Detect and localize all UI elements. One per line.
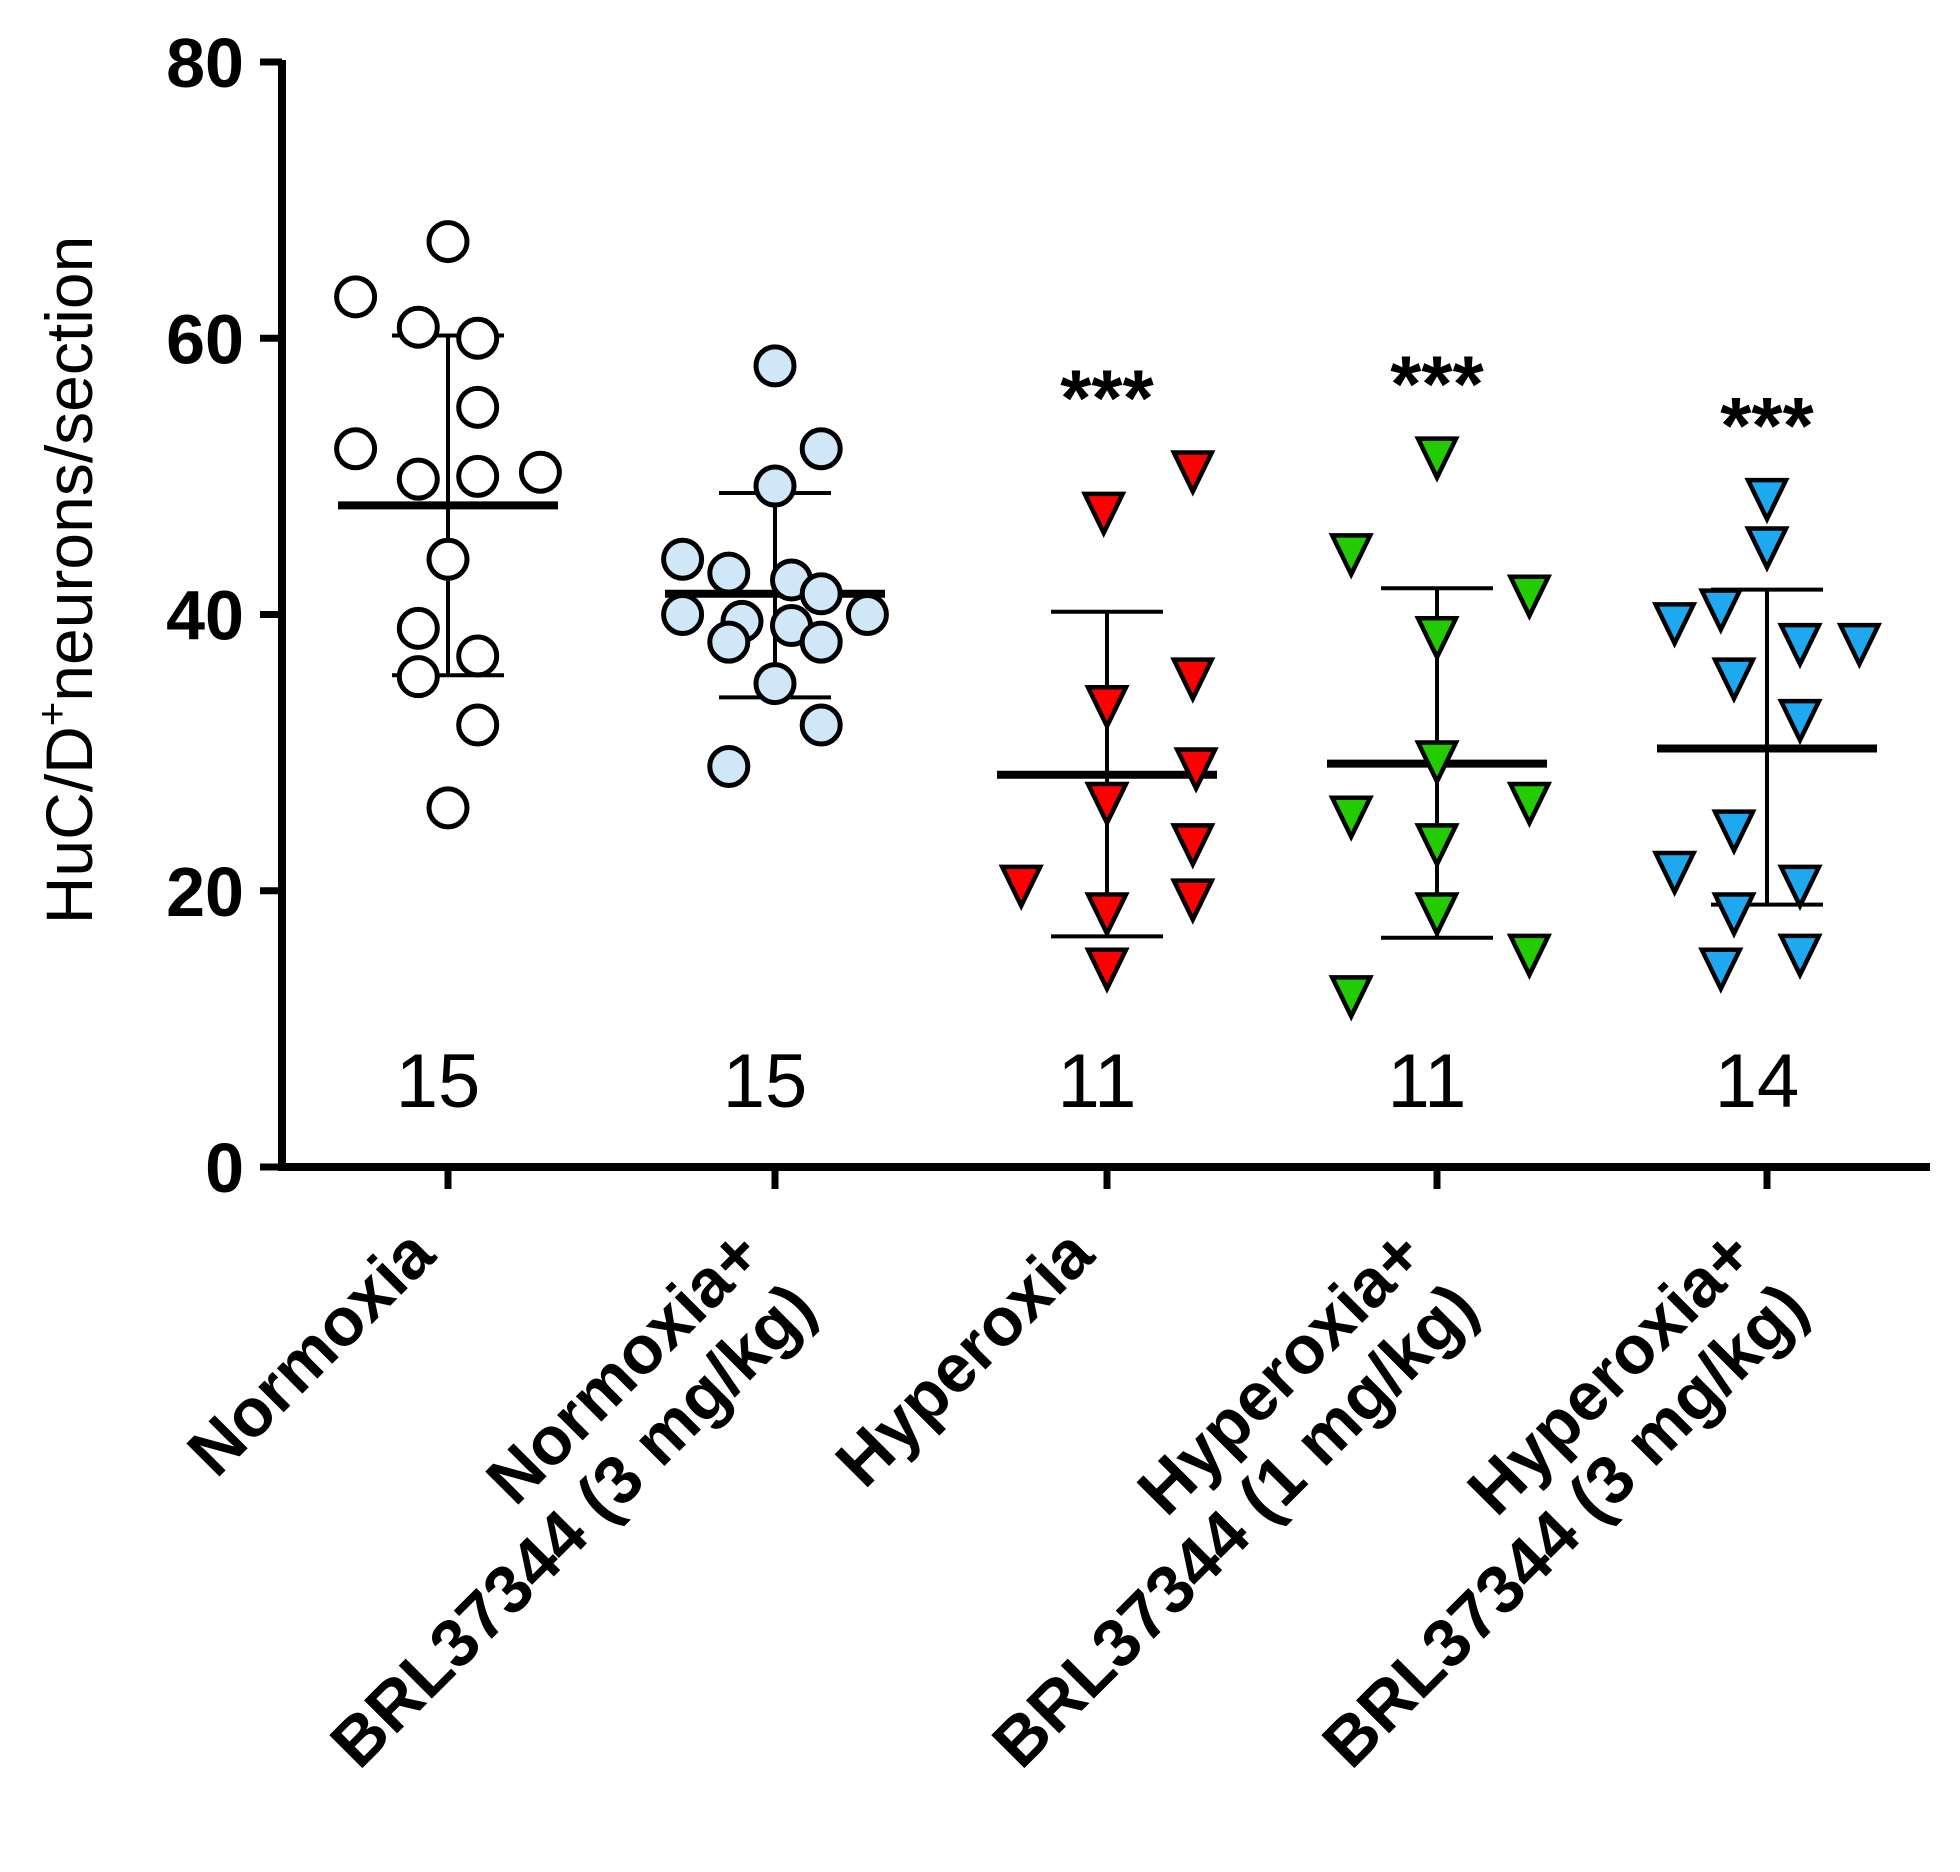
data-point xyxy=(456,385,500,429)
data-point xyxy=(1414,892,1460,939)
x-axis xyxy=(278,1163,1930,1189)
y-tick-label: 20 xyxy=(166,853,244,931)
data-point xyxy=(707,551,751,595)
data-point xyxy=(1777,622,1823,670)
data-point xyxy=(426,786,470,830)
y-tick-label: 80 xyxy=(166,24,244,102)
data-point xyxy=(456,634,500,678)
category-label: Normoxia xyxy=(173,1214,449,1490)
data-point xyxy=(1698,588,1744,635)
data-point xyxy=(396,655,440,699)
data-point xyxy=(1084,892,1130,939)
data-point xyxy=(1777,933,1823,981)
data-point xyxy=(1414,436,1460,483)
data-point xyxy=(1506,933,1552,981)
significance-label: *** xyxy=(1720,381,1814,470)
data-point xyxy=(707,744,751,788)
n-label: 15 xyxy=(396,1039,481,1124)
data-point xyxy=(334,275,378,319)
data-point xyxy=(1170,657,1216,704)
data-point xyxy=(1744,526,1790,573)
category-label: BRL37344 (3 mg/kg) xyxy=(316,1269,829,1782)
y-axis-title-rest: neurons/section xyxy=(32,236,106,702)
data-point xyxy=(426,537,470,581)
data-point xyxy=(1081,491,1127,539)
data-point xyxy=(799,620,843,664)
data-point xyxy=(799,427,843,471)
y-axis: 0 20 40 60 80 xyxy=(166,24,286,1207)
data-point xyxy=(1506,781,1552,829)
data-point xyxy=(1414,823,1460,870)
data-point xyxy=(1698,947,1744,994)
n-label: 14 xyxy=(1715,1039,1800,1124)
data-point xyxy=(456,316,500,360)
data-point xyxy=(456,703,500,747)
data-points xyxy=(334,220,1882,1022)
data-point xyxy=(1173,747,1219,794)
data-point xyxy=(753,464,797,508)
data-point xyxy=(396,305,440,349)
data-point xyxy=(396,606,440,650)
data-point xyxy=(1084,781,1130,829)
data-point xyxy=(661,537,705,581)
data-point xyxy=(707,620,751,664)
data-point xyxy=(753,344,797,388)
data-point xyxy=(753,662,797,706)
data-point xyxy=(334,427,378,471)
data-point xyxy=(396,457,440,501)
y-axis-title: HuC/D+neurons/section xyxy=(28,236,106,925)
data-point xyxy=(1414,615,1460,663)
y-tick-label: 0 xyxy=(205,1129,244,1207)
data-point xyxy=(1170,878,1216,925)
data-point xyxy=(426,220,470,264)
n-label: 15 xyxy=(723,1039,808,1124)
data-point xyxy=(1170,823,1216,870)
data-point xyxy=(1084,947,1130,994)
data-point xyxy=(1711,657,1757,704)
data-point xyxy=(799,703,843,747)
data-point xyxy=(845,593,889,636)
y-axis-title-sup: + xyxy=(28,702,75,727)
data-point xyxy=(661,593,705,636)
n-label: 11 xyxy=(1058,1039,1137,1124)
n-label: 11 xyxy=(1388,1039,1467,1124)
data-point xyxy=(1170,450,1216,497)
y-tick-label: 60 xyxy=(166,300,244,378)
data-point xyxy=(1777,864,1823,911)
data-point xyxy=(1652,602,1698,649)
data-point xyxy=(1836,622,1882,670)
data-point xyxy=(1328,795,1374,842)
data-point xyxy=(1328,975,1374,1022)
significance-label: *** xyxy=(1060,353,1154,442)
data-point xyxy=(1711,809,1757,856)
category-label: Hyperoxia xyxy=(821,1214,1108,1501)
data-point xyxy=(998,864,1044,911)
data-point xyxy=(1328,533,1374,580)
y-tick-label: 40 xyxy=(166,577,244,655)
data-point xyxy=(518,450,562,494)
significance-label: *** xyxy=(1390,340,1484,429)
data-point xyxy=(456,454,500,498)
data-point xyxy=(1711,892,1757,939)
data-point xyxy=(1744,477,1790,525)
data-point xyxy=(1652,850,1698,898)
data-point xyxy=(1777,698,1823,746)
data-point xyxy=(799,572,843,616)
y-axis-title-main: HuC/D xyxy=(32,726,106,924)
data-point xyxy=(1506,574,1552,621)
data-point xyxy=(1084,685,1130,732)
data-point xyxy=(1414,740,1460,787)
